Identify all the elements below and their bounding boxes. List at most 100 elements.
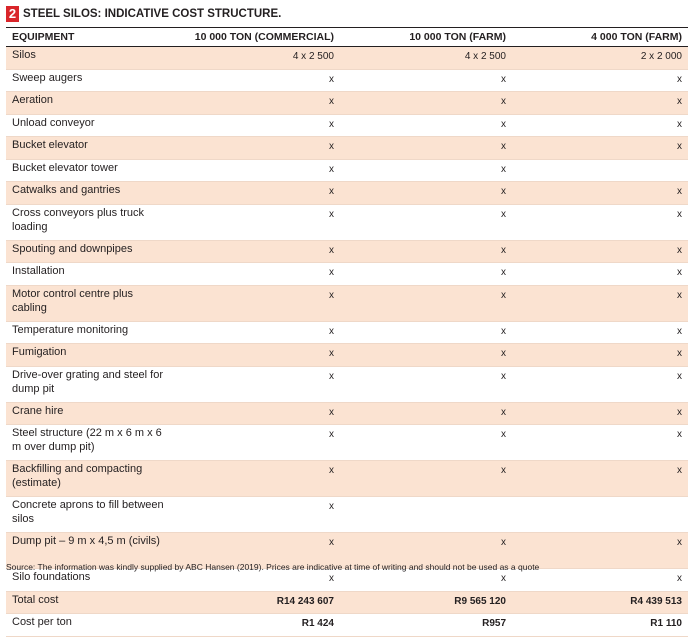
- table-row: Drive-over grating and steel for dump pi…: [6, 366, 688, 403]
- value-cell: R9 565 120: [340, 591, 512, 614]
- equipment-cell: Bucket elevator tower: [6, 159, 176, 182]
- value-cell: x: [176, 181, 340, 205]
- value-cell: x: [340, 136, 512, 160]
- value-cell: x: [512, 136, 688, 160]
- table-row: Aeration x x x: [6, 91, 688, 115]
- value-cell: x: [512, 181, 688, 205]
- equipment-cell: Total cost: [6, 591, 176, 614]
- value-cell: R957: [340, 613, 512, 637]
- value-cell: x: [512, 424, 688, 461]
- value-cell: x: [512, 240, 688, 263]
- value-cell: x: [176, 91, 340, 115]
- value-cell: x: [176, 424, 340, 461]
- value-cell: x: [176, 262, 340, 286]
- header: 2 STEEL SILOS: INDICATIVE COST STRUCTURE…: [6, 6, 281, 22]
- equipment-cell: Spouting and downpipes: [6, 240, 176, 263]
- value-cell: x: [176, 69, 340, 92]
- value-cell: R14 243 607: [176, 591, 340, 614]
- equipment-cell: Drive-over grating and steel for dump pi…: [6, 366, 176, 403]
- value-cell: x: [176, 204, 340, 241]
- value-cell: x: [176, 321, 340, 344]
- source-note: Source: The information was kindly suppl…: [6, 562, 540, 572]
- value-cell: [512, 159, 688, 182]
- value-cell: x: [340, 343, 512, 367]
- equipment-cell: Cost per ton: [6, 613, 176, 637]
- value-cell: x: [340, 321, 512, 344]
- table-row: Unload conveyor x x x: [6, 114, 688, 137]
- equipment-cell: Concrete aprons to fill between silos: [6, 496, 176, 533]
- value-cell: x: [512, 532, 688, 569]
- equipment-cell: Bucket elevator: [6, 136, 176, 160]
- table-row: Installation x x x: [6, 262, 688, 286]
- equipment-cell: Temperature monitoring: [6, 321, 176, 344]
- value-cell: x: [340, 366, 512, 403]
- page: 2 STEEL SILOS: INDICATIVE COST STRUCTURE…: [6, 6, 688, 637]
- value-cell: x: [512, 343, 688, 367]
- value-cell: x: [512, 91, 688, 115]
- figure-number: 2: [6, 6, 19, 22]
- table-row: Concrete aprons to fill between silos x: [6, 496, 688, 533]
- value-cell: 4 x 2 500: [340, 46, 512, 70]
- value-cell: x: [176, 159, 340, 182]
- header-row: EQUIPMENT 10 000 TON (COMMERCIAL) 10 000 T…: [6, 27, 688, 47]
- value-cell: x: [340, 285, 512, 322]
- column-header: EQUIPMENT: [6, 27, 176, 47]
- table-row: Dump pit – 9 m x 4,5 m (civils) x x x: [6, 532, 688, 569]
- table-row: Bucket elevator tower x x: [6, 159, 688, 182]
- value-cell: x: [340, 262, 512, 286]
- value-cell: x: [340, 159, 512, 182]
- table-row: Spouting and downpipes x x x: [6, 240, 688, 263]
- equipment-cell: Silos: [6, 46, 176, 70]
- table-row: Temperature monitoring x x x: [6, 321, 688, 344]
- value-cell: x: [340, 181, 512, 205]
- equipment-cell: Installation: [6, 262, 176, 286]
- equipment-cell: Unload conveyor: [6, 114, 176, 137]
- value-cell: R4 439 513: [512, 591, 688, 614]
- equipment-cell: Motor control centre plus cabling: [6, 285, 176, 322]
- value-cell: x: [340, 532, 512, 569]
- column-header: 10 000 TON (FARM): [340, 27, 512, 47]
- value-cell: 2 x 2 000: [512, 46, 688, 70]
- table-row: Total cost R14 243 607 R9 565 120 R4 439 51…: [6, 591, 688, 614]
- value-cell: x: [176, 460, 340, 497]
- value-cell: x: [512, 69, 688, 92]
- value-cell: x: [176, 496, 340, 533]
- value-cell: x: [340, 204, 512, 241]
- table-row: Steel structure (22 m x 6 m x 6 m over d…: [6, 424, 688, 461]
- value-cell: R1 424: [176, 613, 340, 637]
- equipment-cell: Dump pit – 9 m x 4,5 m (civils): [6, 532, 176, 569]
- value-cell: x: [512, 460, 688, 497]
- equipment-cell: Crane hire: [6, 402, 176, 425]
- value-cell: x: [176, 366, 340, 403]
- value-cell: x: [340, 69, 512, 92]
- value-cell: x: [176, 240, 340, 263]
- table-row: Silos 4 x 2 500 4 x 2 500 2 x 2 000: [6, 46, 688, 70]
- value-cell: [340, 496, 512, 533]
- value-cell: x: [512, 321, 688, 344]
- value-cell: x: [512, 402, 688, 425]
- value-cell: R1 110: [512, 613, 688, 637]
- value-cell: x: [176, 532, 340, 569]
- table-row: Motor control centre plus cabling x x x: [6, 285, 688, 322]
- table-row: Backfilling and compacting (estimate) x x x: [6, 460, 688, 497]
- table-row: Cross conveyors plus truck loading x x x: [6, 204, 688, 241]
- table-row: Fumigation x x x: [6, 343, 688, 367]
- table-row: Cost per ton R1 424 R957 R1 110: [6, 613, 688, 637]
- value-cell: x: [512, 285, 688, 322]
- value-cell: x: [176, 343, 340, 367]
- equipment-cell: Aeration: [6, 91, 176, 115]
- table-row: Crane hire x x x: [6, 402, 688, 425]
- equipment-cell: Cross conveyors plus truck loading: [6, 204, 176, 241]
- value-cell: x: [176, 402, 340, 425]
- value-cell: x: [512, 114, 688, 137]
- value-cell: x: [512, 262, 688, 286]
- value-cell: x: [176, 136, 340, 160]
- value-cell: x: [176, 285, 340, 322]
- column-header: 4 000 TON (FARM): [512, 27, 688, 47]
- value-cell: x: [340, 460, 512, 497]
- value-cell: x: [512, 204, 688, 241]
- value-cell: x: [176, 114, 340, 137]
- table-row: Sweep augers x x x: [6, 69, 688, 92]
- value-cell: [512, 496, 688, 533]
- table-row: Bucket elevator x x x: [6, 136, 688, 160]
